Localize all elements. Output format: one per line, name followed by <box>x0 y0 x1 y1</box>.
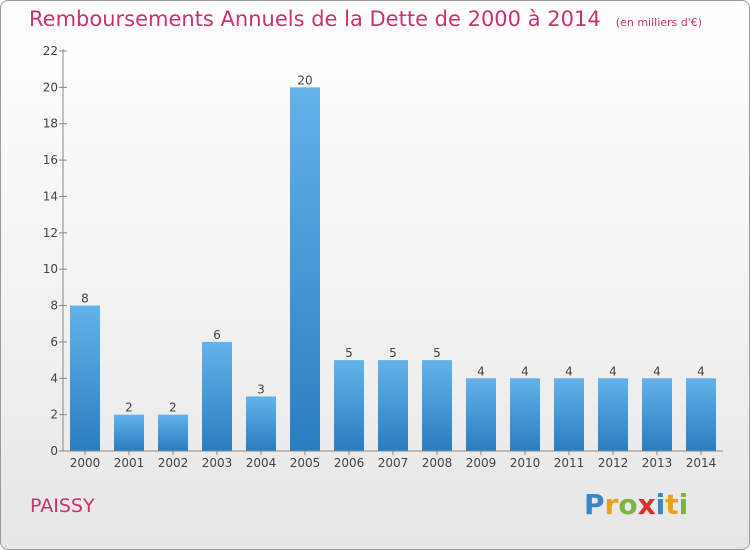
bar <box>510 378 540 451</box>
bar-value-label: 8 <box>81 292 89 306</box>
bar-value-label: 4 <box>697 364 705 378</box>
x-tick-label: 2002 <box>158 456 189 470</box>
x-tick-label: 2010 <box>510 456 541 470</box>
logo-letter: o <box>618 488 638 521</box>
bar <box>202 341 232 451</box>
y-axis: 0 2 4 6 8 10 12 14 16 18 20 22 <box>43 44 67 458</box>
logo-letter: P <box>584 488 605 521</box>
x-tick-label: 2003 <box>202 456 233 470</box>
bar-value-label: 4 <box>653 364 661 378</box>
bar-value-label: 2 <box>125 401 133 415</box>
bar-value-label: 5 <box>389 346 397 360</box>
y-tick-label: 18 <box>43 117 58 131</box>
bar-value-label: 4 <box>477 364 485 378</box>
bar <box>334 360 364 451</box>
bar <box>114 414 144 451</box>
bar-value-label: 5 <box>345 346 353 360</box>
logo-letter: r <box>604 488 619 521</box>
bar-value-label: 20 <box>297 73 312 87</box>
y-tick-label: 22 <box>43 44 58 58</box>
bar-value-label: 2 <box>169 401 177 415</box>
x-tick-label: 2013 <box>642 456 673 470</box>
proxiti-logo[interactable]: Proxiti <box>584 488 688 521</box>
y-tick-label: 10 <box>43 262 58 276</box>
y-tick-label: 2 <box>50 408 58 422</box>
bar <box>466 378 496 451</box>
bar-value-label: 3 <box>257 382 265 396</box>
logo-letter: x <box>637 488 656 521</box>
bar <box>246 396 276 451</box>
x-tick-label: 2008 <box>422 456 453 470</box>
y-tick-label: 14 <box>43 189 58 203</box>
x-tick-label: 2006 <box>334 456 365 470</box>
y-tick-label: 0 <box>50 444 58 458</box>
logo-letter: i <box>655 488 666 521</box>
x-tick-label: 2007 <box>378 456 409 470</box>
y-tick-label: 20 <box>43 80 58 94</box>
y-tick-label: 12 <box>43 226 58 240</box>
bar <box>422 360 452 451</box>
bar-value-label: 4 <box>609 364 617 378</box>
y-tick-label: 6 <box>50 335 58 349</box>
y-tick-label: 16 <box>43 153 58 167</box>
bar <box>598 378 628 451</box>
x-tick-label: 2009 <box>466 456 497 470</box>
bar-value-label: 4 <box>521 364 529 378</box>
x-tick-label: 2014 <box>686 456 717 470</box>
x-tick-label: 2011 <box>554 456 585 470</box>
bar <box>554 378 584 451</box>
x-tick-label: 2012 <box>598 456 629 470</box>
bar <box>686 378 716 451</box>
bar-value-label: 6 <box>213 328 221 342</box>
chart-title: Remboursements Annuels de la Dette de 20… <box>29 7 601 31</box>
bars: 8 2 2 6 3 20 5 5 5 4 4 4 4 4 4 <box>70 73 716 451</box>
x-tick-label: 2000 <box>70 456 101 470</box>
logo-letter: i <box>678 488 689 521</box>
bar-value-label: 4 <box>565 364 573 378</box>
commune-name: PAISSY <box>30 495 95 517</box>
x-tick-label: 2001 <box>114 456 145 470</box>
bar <box>378 360 408 451</box>
x-axis: 2000 2001 2002 2003 2004 2005 2006 2007 2008 2009… <box>63 450 723 470</box>
chart-title-row: Remboursements Annuels de la Dette de 20… <box>29 7 702 31</box>
x-tick-label: 2004 <box>246 456 277 470</box>
x-tick-label: 2005 <box>290 456 321 470</box>
y-tick-label: 4 <box>50 371 58 385</box>
logo-letter: t <box>665 488 679 521</box>
bar <box>158 414 188 451</box>
chart-unit: (en milliers d'€) <box>615 16 703 29</box>
bar <box>70 305 100 451</box>
bar-value-label: 5 <box>433 346 441 360</box>
y-tick-label: 8 <box>50 299 58 313</box>
bar <box>642 378 672 451</box>
bar <box>290 87 320 451</box>
